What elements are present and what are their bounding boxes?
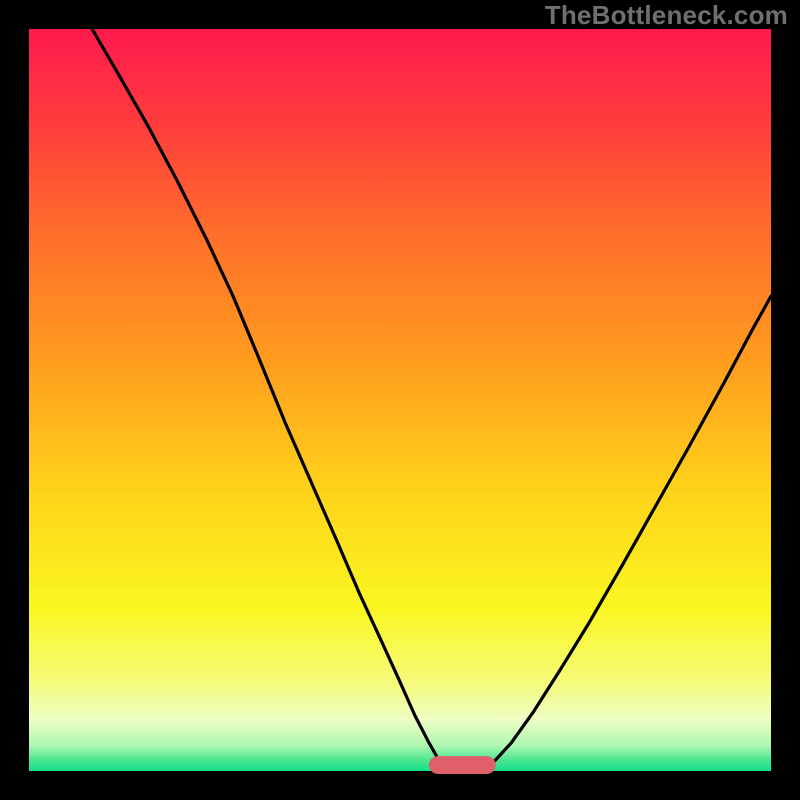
optimal-point-marker — [429, 756, 496, 774]
watermark-label: TheBottleneck.com — [545, 0, 788, 31]
chart-canvas: TheBottleneck.com — [0, 0, 800, 800]
bottleneck-chart-svg — [0, 0, 800, 800]
chart-background-gradient — [29, 29, 771, 771]
